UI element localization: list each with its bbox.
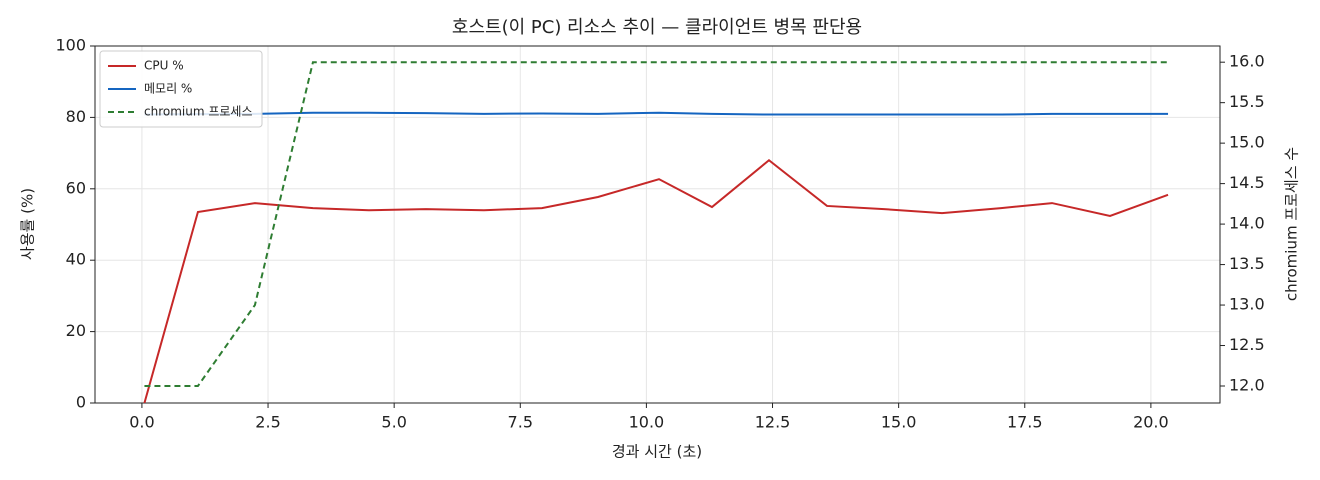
x-tick-label: 7.5	[508, 413, 533, 432]
y-tick-label: 40	[66, 250, 86, 269]
y2-tick-label: 15.5	[1229, 92, 1265, 111]
x-tick-label: 2.5	[255, 413, 280, 432]
y2-tick-label: 13.0	[1229, 295, 1265, 314]
x-tick-label: 17.5	[1007, 413, 1043, 432]
x-tick-label: 20.0	[1133, 413, 1169, 432]
legend-label: chromium 프로세스	[144, 105, 253, 119]
y-tick-label: 100	[55, 36, 86, 55]
plot-frame	[94, 45, 1221, 404]
chart-title: 호스트(이 PC) 리소스 추이 — 클라이언트 병목 판단용	[452, 17, 862, 38]
legend-label: 메모리 %	[144, 82, 192, 96]
y2-axis-label: chromium 프로세스 수	[1283, 147, 1301, 301]
x-tick-label: 0.0	[129, 413, 154, 432]
x-tick-label: 5.0	[381, 413, 406, 432]
series-line	[143, 158, 1169, 403]
x-tick-label: 15.0	[881, 413, 917, 432]
y-tick-label: 0	[76, 393, 86, 412]
x-tick-label: 10.0	[629, 413, 665, 432]
y2-tick-label: 12.0	[1229, 376, 1265, 395]
y-tick-label: 60	[66, 178, 86, 197]
y-tick-label: 20	[66, 321, 86, 340]
legend-label: CPU %	[144, 59, 184, 73]
y-axis-label: 사용률 (%)	[19, 188, 37, 260]
legend-box	[99, 50, 263, 128]
y2-tick-label: 15.0	[1229, 133, 1265, 152]
series-line	[144, 111, 1169, 116]
x-axis-label: 경과 시간 (초)	[612, 443, 702, 461]
y2-tick-label: 14.5	[1229, 173, 1265, 192]
y2-tick-label: 12.5	[1229, 335, 1265, 354]
y2-tick-label: 13.5	[1229, 254, 1265, 273]
series-line	[144, 61, 1169, 387]
y2-tick-label: 16.0	[1229, 52, 1265, 71]
y2-tick-label: 14.0	[1229, 214, 1265, 233]
y-tick-label: 80	[66, 107, 86, 126]
x-tick-label: 12.5	[755, 413, 791, 432]
